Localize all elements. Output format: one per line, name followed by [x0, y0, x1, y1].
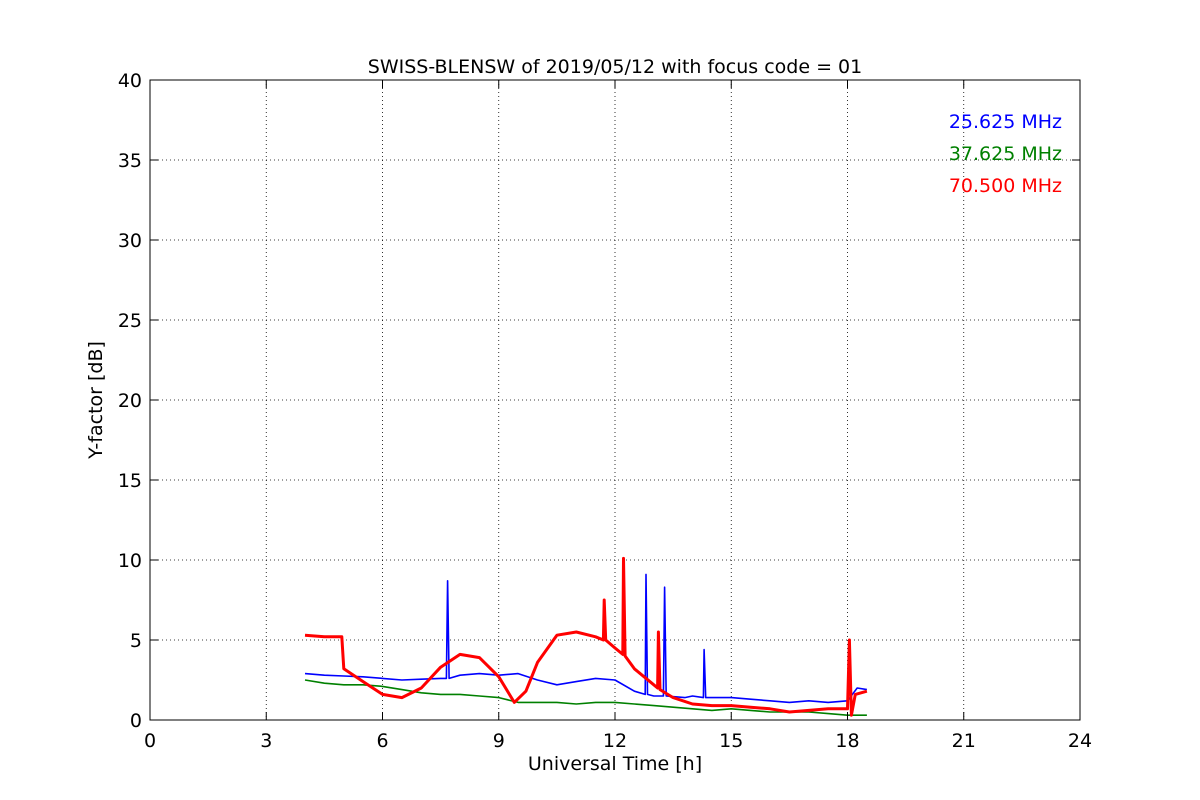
- y-tick-label: 30: [118, 230, 142, 252]
- y-axis-label: Y-factor [dB]: [85, 341, 107, 460]
- legend-entry-1: 25.625 MHz: [949, 111, 1062, 133]
- x-tick-label: 21: [952, 730, 976, 752]
- chart-title: SWISS-BLENSW of 2019/05/12 with focus co…: [368, 56, 862, 78]
- x-tick-label: 0: [144, 730, 156, 752]
- legend-entry-2: 37.625 MHz: [949, 143, 1062, 165]
- x-tick-label: 9: [493, 730, 505, 752]
- series-layer: [304, 556, 868, 717]
- series-line-3: [304, 556, 868, 717]
- x-tick-label: 24: [1068, 730, 1092, 752]
- y-tick-label: 10: [118, 550, 142, 572]
- x-tick-label: 18: [835, 730, 859, 752]
- series-line-1: [304, 573, 868, 704]
- y-tick-label: 40: [118, 70, 142, 92]
- series-line-2: [304, 679, 867, 717]
- x-tick-label: 15: [719, 730, 743, 752]
- x-tick-label: 12: [603, 730, 627, 752]
- x-axis-label: Universal Time [h]: [528, 753, 702, 775]
- y-tick-label: 5: [130, 630, 142, 652]
- x-tick-label: 6: [376, 730, 388, 752]
- x-tick-label: 3: [260, 730, 272, 752]
- grid: [150, 80, 1080, 720]
- axis-ticks: 0 3 6 9 12 15 18 21 24 0 5 10 15 20 25 30 35 40: [118, 70, 1092, 752]
- legend-entry-3: 70.500 MHz: [949, 175, 1062, 197]
- legend: 25.625 MHz 37.625 MHz 70.500 MHz: [949, 111, 1062, 197]
- y-tick-label: 25: [118, 310, 142, 332]
- y-tick-label: 0: [130, 710, 142, 732]
- y-tick-label: 20: [118, 390, 142, 412]
- y-tick-label: 35: [118, 150, 142, 172]
- y-tick-label: 15: [118, 470, 142, 492]
